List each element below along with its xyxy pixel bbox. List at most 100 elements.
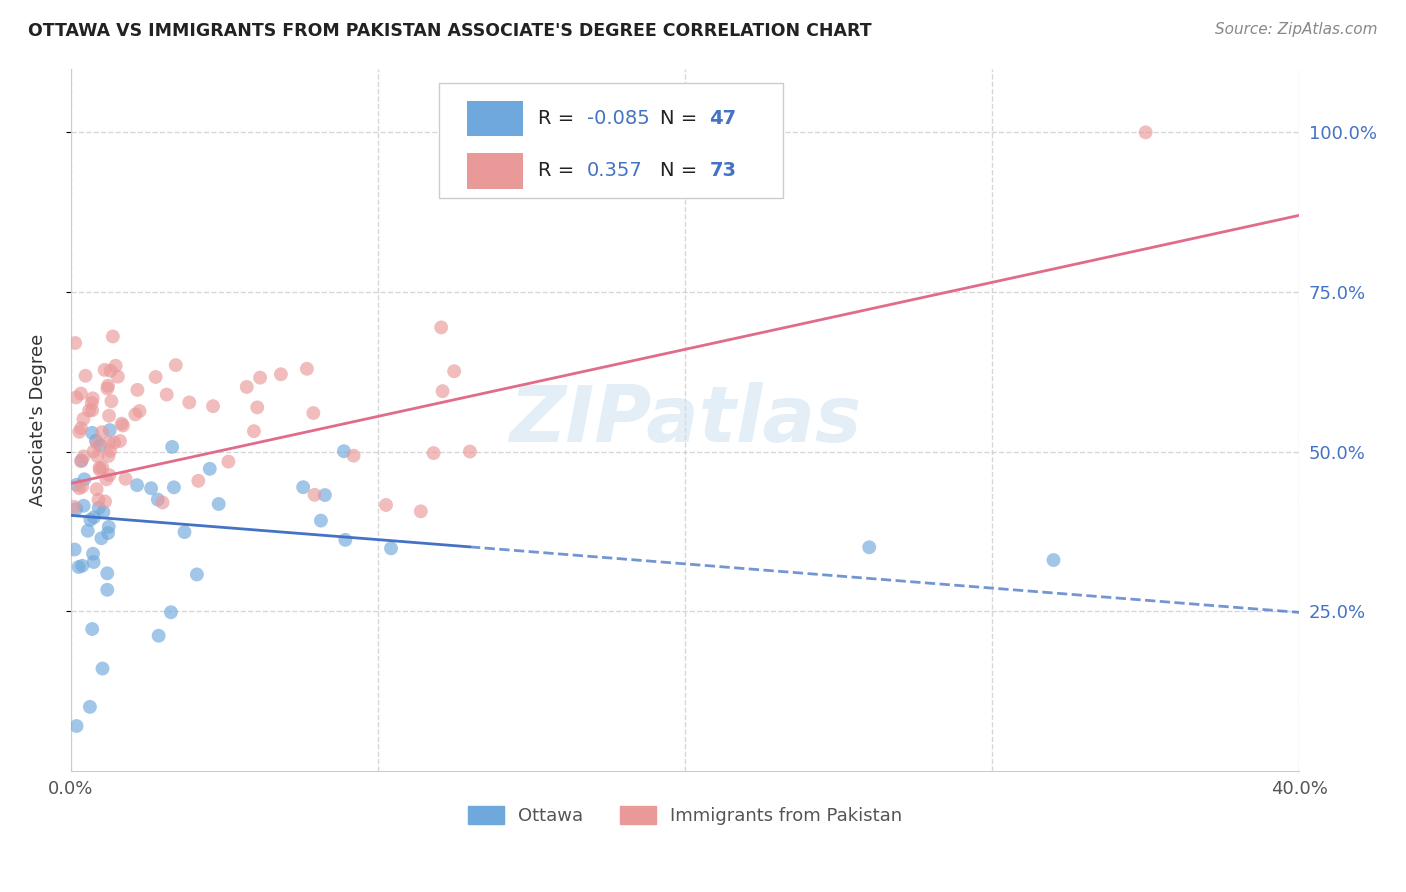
- Point: [156, 387, 179, 401]
- Point: [75, 368, 97, 383]
- Legend: Ottawa, Immigrants from Pakistan: Ottawa, Immigrants from Pakistan: [468, 805, 903, 825]
- Point: [179, 395, 201, 409]
- Point: [70, 558, 93, 573]
- Point: [108, 434, 131, 448]
- Point: [70, 479, 93, 493]
- Point: [83, 510, 105, 524]
- Point: [80, 396, 103, 410]
- Point: [65, 719, 87, 733]
- Text: Source: ZipAtlas.com: Source: ZipAtlas.com: [1215, 22, 1378, 37]
- Point: [90, 531, 112, 545]
- Point: [858, 541, 880, 555]
- Point: [124, 408, 146, 422]
- Point: [422, 446, 444, 460]
- Point: [432, 384, 454, 399]
- Point: [97, 449, 120, 463]
- Point: [152, 495, 174, 509]
- Point: [202, 399, 225, 413]
- Point: [82, 622, 104, 636]
- Point: [107, 369, 129, 384]
- FancyBboxPatch shape: [467, 101, 523, 136]
- Point: [148, 629, 170, 643]
- Point: [97, 436, 120, 450]
- Point: [70, 454, 93, 468]
- Text: -0.085: -0.085: [586, 109, 650, 128]
- Point: [98, 468, 121, 483]
- Point: [72, 450, 94, 464]
- Text: OTTAWA VS IMMIGRANTS FROM PAKISTAN ASSOCIATE'S DEGREE CORRELATION CHART: OTTAWA VS IMMIGRANTS FROM PAKISTAN ASSOC…: [28, 22, 872, 40]
- Point: [82, 425, 104, 440]
- Point: [342, 449, 364, 463]
- Point: [302, 406, 325, 420]
- Point: [91, 662, 114, 676]
- Point: [93, 505, 115, 519]
- Point: [89, 463, 111, 477]
- Point: [97, 378, 120, 392]
- Point: [163, 480, 186, 494]
- Point: [295, 361, 318, 376]
- Point: [96, 582, 118, 597]
- Point: [63, 336, 86, 351]
- Point: [1135, 125, 1157, 139]
- Point: [98, 443, 121, 458]
- Point: [314, 488, 336, 502]
- Point: [79, 699, 101, 714]
- Point: [292, 480, 315, 494]
- Point: [73, 472, 96, 486]
- Point: [186, 567, 208, 582]
- Point: [97, 526, 120, 541]
- Point: [96, 566, 118, 581]
- Text: R =: R =: [537, 161, 586, 180]
- Point: [79, 513, 101, 527]
- Point: [70, 421, 93, 435]
- Point: [160, 605, 183, 619]
- Point: [217, 455, 239, 469]
- Point: [304, 488, 326, 502]
- Point: [380, 541, 402, 556]
- Point: [67, 481, 90, 495]
- Point: [208, 497, 231, 511]
- Point: [160, 440, 183, 454]
- Point: [87, 492, 110, 507]
- Point: [70, 386, 93, 401]
- Point: [335, 533, 357, 547]
- Point: [65, 477, 87, 491]
- Point: [65, 391, 87, 405]
- Point: [111, 418, 134, 433]
- Point: [173, 525, 195, 540]
- Point: [127, 383, 149, 397]
- Point: [443, 364, 465, 378]
- Point: [243, 424, 266, 438]
- Point: [146, 492, 169, 507]
- Point: [114, 472, 136, 486]
- Point: [83, 444, 105, 458]
- Point: [86, 436, 108, 450]
- Point: [309, 514, 332, 528]
- Point: [145, 370, 167, 384]
- Point: [70, 453, 93, 467]
- Point: [187, 474, 209, 488]
- Point: [91, 425, 114, 439]
- Y-axis label: Associate's Degree: Associate's Degree: [30, 334, 46, 506]
- Point: [1042, 553, 1064, 567]
- Text: 73: 73: [710, 161, 737, 180]
- Point: [63, 500, 86, 514]
- Point: [67, 425, 90, 439]
- Point: [86, 449, 108, 463]
- Point: [89, 438, 111, 452]
- Point: [165, 358, 187, 372]
- Point: [86, 482, 108, 496]
- Point: [458, 444, 481, 458]
- Point: [111, 417, 134, 431]
- Point: [87, 500, 110, 515]
- Point: [375, 498, 398, 512]
- Point: [67, 560, 90, 574]
- Point: [409, 504, 432, 518]
- Point: [91, 460, 114, 475]
- FancyBboxPatch shape: [467, 153, 523, 188]
- Point: [89, 460, 111, 475]
- Point: [270, 368, 292, 382]
- Point: [82, 392, 104, 406]
- Point: [103, 435, 125, 450]
- Point: [333, 444, 356, 458]
